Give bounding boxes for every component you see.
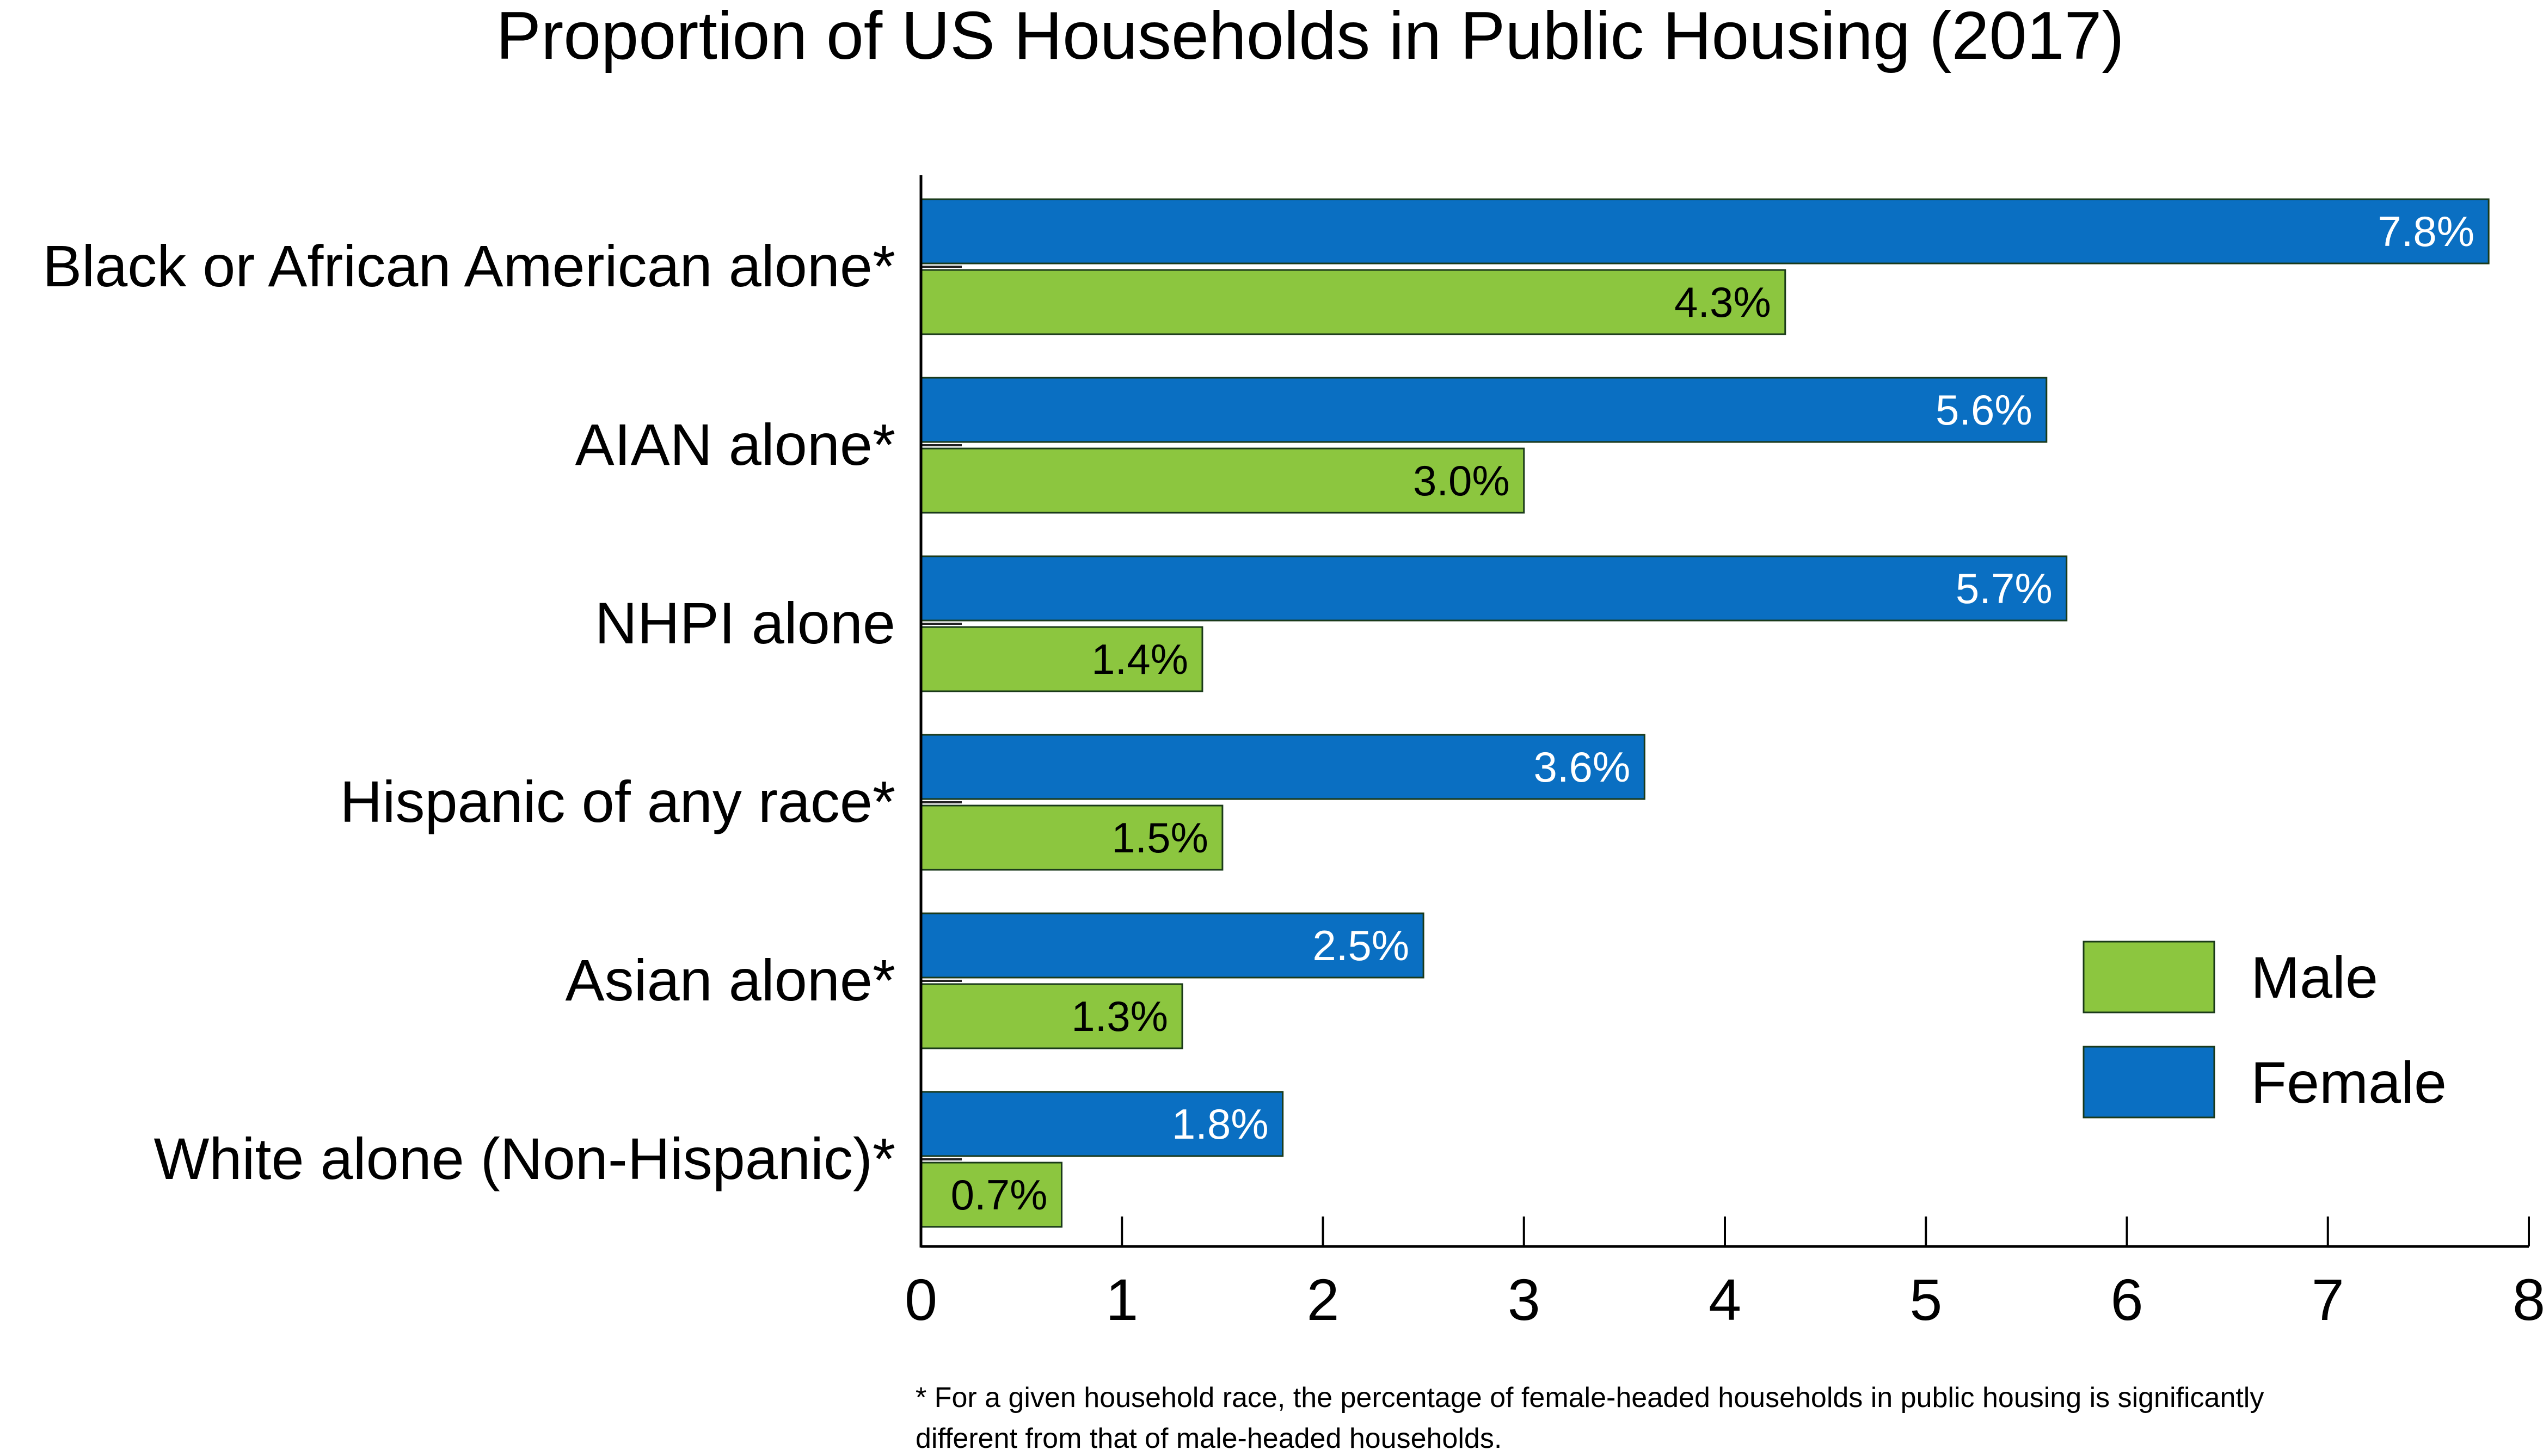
bar-value-label: 2.5% [1312,921,1409,969]
category-label: Black or African American alone* [42,233,895,299]
x-tick-label: 1 [1105,1267,1138,1332]
bar-value-label: 5.7% [1956,564,2053,612]
bar-value-label: 1.3% [1071,992,1168,1040]
bar-female [920,734,1645,800]
bar-female [920,1091,1284,1157]
bar-value-label: 4.3% [1674,278,1771,326]
bar-female [920,377,2048,443]
footnote-line: different from that of male-headed house… [916,1423,1502,1454]
bar-value-label: 3.0% [1413,457,1510,505]
bar-value-label: 0.7% [951,1171,1048,1219]
bar-male [920,447,1525,514]
x-tick-label: 6 [2110,1267,2143,1332]
chart-title: Proportion of US Households in Public Ho… [496,0,2124,73]
category-label: White alone (Non-Hispanic)* [153,1126,895,1191]
category-label: Hispanic of any race* [340,769,895,834]
footnote: * For a given household race, the percen… [916,1382,2264,1454]
category-label: Asian alone* [566,947,895,1013]
x-tick-label: 3 [1508,1267,1540,1332]
bar-male [920,626,1203,692]
legend-label-male: Male [2251,944,2378,1010]
bar-female [920,912,1424,979]
x-tick-label: 5 [1909,1267,1942,1332]
x-tick-label: 2 [1306,1267,1339,1332]
bar-value-label: 5.6% [1936,386,2032,434]
category-labels: Black or African American alone* AIAN alo… [42,233,895,1191]
x-tick-label: 4 [1709,1267,1741,1332]
legend-swatch-female [2083,1046,2215,1119]
bar-male [920,983,1183,1049]
bar-male [920,1162,1062,1228]
legend-label-female: Female [2251,1049,2447,1115]
bar-value-label: 1.4% [1091,635,1188,683]
bar-value-label: 1.8% [1172,1100,1269,1148]
bar-value-label: 7.8% [2378,207,2474,255]
bar-female [920,198,2490,265]
bar-male [920,269,1786,335]
x-tick-label: 0 [905,1267,937,1332]
bar-male [920,804,1224,871]
bar-value-label: 3.6% [1534,743,1631,791]
bars-layer: 7.8% 4.3% 5.6% 3.0% 5.7% 1.4% 3.6% 1.5% 2.5% 1.3%… [920,198,2490,1228]
x-tick-label: 7 [2312,1267,2344,1332]
category-label: NHPI alone [595,590,895,656]
footnote-line: * For a given household race, the percen… [916,1382,2264,1414]
bar-value-label: 1.5% [1111,814,1208,862]
x-tick-label: 8 [2513,1267,2543,1332]
legend-swatch-male [2083,941,2215,1013]
bar-female [920,555,2068,622]
category-label: AIAN alone* [575,411,895,477]
x-axis: 0 1 2 3 4 5 6 7 8 [905,175,2543,1332]
legend: Male Female [2083,941,2447,1119]
